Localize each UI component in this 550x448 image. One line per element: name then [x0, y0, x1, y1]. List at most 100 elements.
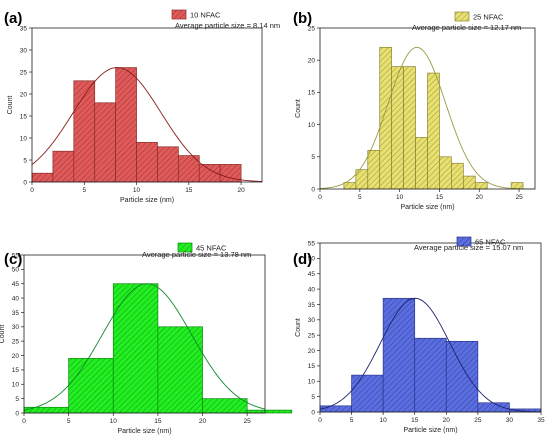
y-tick-label: 40: [308, 286, 316, 293]
histogram-bar: [474, 182, 488, 190]
histogram-bar: [462, 175, 476, 190]
legend-swatch: [171, 9, 187, 20]
x-tick-label: 15: [411, 417, 419, 424]
y-tick-label: 0: [311, 186, 315, 193]
legend-swatch: [456, 236, 472, 247]
y-tick-label: 25: [308, 25, 316, 32]
y-tick-label: 5: [311, 154, 315, 161]
histogram-bar: [157, 146, 179, 183]
panel-letter: (c): [4, 251, 22, 268]
legend-swatch: [454, 11, 470, 22]
y-tick-label: 45: [12, 281, 20, 288]
y-tick-label: 35: [20, 25, 28, 32]
gaussian-fit-curve: [31, 67, 263, 182]
y-tick-label: 55: [308, 240, 316, 247]
x-axis-label: Particle size (nm): [403, 427, 457, 434]
y-tick-label: 20: [12, 353, 20, 360]
x-tick-label: 20: [237, 187, 245, 194]
legend: 65 NFAC: [456, 236, 506, 247]
average-annotation: Average particle size = 13.78 nm: [142, 250, 251, 259]
histogram-bar: [403, 66, 416, 190]
x-axis-label: Particle size (nm): [400, 204, 454, 211]
y-axis-label: Count: [7, 96, 14, 115]
gaussian-fit-curve: [23, 283, 266, 411]
y-tick-label: 45: [308, 271, 316, 278]
legend-label: 65 NFAC: [475, 238, 506, 247]
y-tick-label: 30: [20, 47, 28, 54]
panel-letter: (b): [293, 10, 312, 27]
x-tick-label: 5: [358, 194, 362, 201]
legend-label: 25 NFAC: [473, 13, 504, 22]
bars: [319, 297, 542, 413]
histogram-bar: [343, 182, 357, 190]
legend-label: 10 NFAC: [190, 11, 221, 20]
histogram-bar: [202, 398, 248, 414]
legend: 45 NFAC: [177, 242, 227, 253]
y-tick-label: 5: [311, 394, 315, 401]
bars: [31, 67, 242, 183]
x-axis-label: Particle size (nm): [120, 197, 174, 204]
histogram-bar: [415, 137, 428, 190]
plot-frame: [23, 254, 266, 414]
histogram-bar: [451, 162, 464, 190]
histogram-bar: [136, 142, 158, 183]
y-tick-label: 35: [12, 310, 20, 317]
legend: 25 NFAC: [454, 11, 504, 22]
x-tick-label: 5: [82, 187, 86, 194]
plot-frame: [319, 27, 536, 190]
average-annotation: Average particle size = 15.07 nm: [414, 243, 523, 252]
x-tick-label: 20: [443, 417, 451, 424]
y-tick-label: 0: [311, 409, 315, 416]
y-tick-label: 50: [12, 267, 20, 274]
x-tick-label: 5: [350, 417, 354, 424]
y-tick-label: 40: [12, 295, 20, 302]
histogram-bar: [157, 326, 203, 414]
y-tick-label: 55: [12, 252, 20, 259]
gaussian-fit-curve: [319, 297, 542, 413]
x-tick-label: 25: [515, 194, 523, 201]
y-tick-label: 10: [308, 122, 316, 129]
histogram-bar: [246, 409, 293, 414]
y-tick-label: 30: [12, 324, 20, 331]
histogram-bar: [477, 402, 510, 413]
histogram-bar: [115, 67, 137, 183]
histogram-bar: [52, 150, 75, 183]
histogram-bar: [445, 340, 479, 413]
y-tick-label: 50: [308, 256, 316, 263]
histogram-bar: [23, 406, 69, 414]
histogram-bar: [319, 405, 352, 413]
histogram-bar: [379, 46, 393, 190]
y-tick-label: 20: [308, 58, 316, 65]
average-annotation: Average particle size = 8.14 nm: [175, 21, 280, 30]
histogram-bar: [367, 150, 381, 190]
histogram-bar: [414, 337, 447, 413]
histogram-bar: [439, 156, 452, 190]
y-tick-label: 30: [308, 317, 316, 324]
legend-label: 45 NFAC: [196, 244, 227, 253]
chart-panel-2: 0 5 10 15 20 25 0 5 10 15 20 25 Particle size (nm) Co…: [293, 10, 536, 211]
histogram-bar: [112, 283, 159, 414]
y-axis-label: Count: [295, 99, 302, 118]
x-tick-label: 25: [474, 417, 482, 424]
bars: [23, 283, 293, 414]
chart-panel-4: 0 5 10 15 20 25 30 35 0 5 10 15 20 25 30 35 40 45 50 55 Part…: [293, 236, 545, 434]
y-tick-label: 10: [20, 135, 28, 142]
x-tick-label: 20: [199, 418, 207, 425]
legend-swatch: [177, 242, 193, 253]
y-tick-label: 15: [308, 363, 316, 370]
x-tick-label: 15: [185, 187, 193, 194]
histogram-bar: [94, 102, 116, 183]
panel-letter: (d): [293, 251, 312, 268]
y-tick-label: 0: [15, 410, 19, 417]
x-tick-label: 0: [318, 194, 322, 201]
y-axis-label: Count: [295, 318, 302, 337]
x-tick-label: 20: [476, 194, 484, 201]
y-tick-label: 15: [308, 90, 316, 97]
x-tick-label: 35: [537, 417, 545, 424]
histogram-bar: [427, 72, 440, 190]
y-tick-label: 15: [12, 367, 20, 374]
x-tick-label: 0: [318, 417, 322, 424]
x-tick-label: 30: [506, 417, 514, 424]
y-tick-label: 5: [23, 157, 27, 164]
chart-panel-1: 0 5 10 15 20 0 5 10 15 20 25 30 35 Particle size (nm)…: [4, 9, 280, 204]
